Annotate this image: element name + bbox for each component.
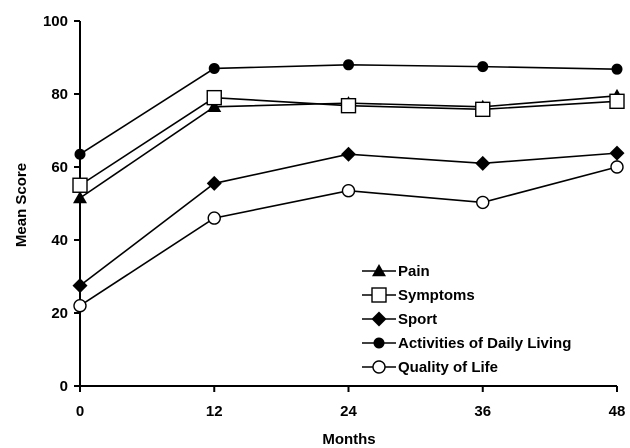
series-sport <box>72 145 625 294</box>
x-tick-label-1: 12 <box>206 403 223 420</box>
point-activities-of-daily-living-48 <box>611 63 623 75</box>
point-pain-12 <box>207 99 222 113</box>
legend-marker-activities-of-daily-living <box>373 337 385 349</box>
series-lines <box>72 59 625 313</box>
point-quality-of-life-24 <box>341 184 356 198</box>
y-tick-label-1: 20 <box>51 305 68 322</box>
point-activities-of-daily-living-24 <box>343 59 354 71</box>
x-tick-label-3: 36 <box>474 403 491 420</box>
x-tick-label-2: 24 <box>340 403 357 420</box>
series-line-sport <box>79 152 618 287</box>
point-quality-of-life-48 <box>610 160 624 174</box>
series-quality-of-life <box>73 160 624 313</box>
point-sport-36 <box>475 155 491 171</box>
point-sport-0 <box>72 278 88 294</box>
series-activities-of-daily-living <box>74 59 623 160</box>
point-activities-of-daily-living-12 <box>208 62 220 74</box>
legend: Pain Symptoms Sport Activities of Daily Liv… <box>362 263 571 376</box>
legend-marker-pain <box>372 264 386 277</box>
point-sport-48 <box>609 145 625 161</box>
point-sport-12 <box>206 175 222 191</box>
point-symptoms-36 <box>475 101 491 118</box>
legend-item-pain: Pain <box>362 263 430 280</box>
legend-item-quality-of-life: Quality of Life <box>362 359 498 376</box>
y-axis-title: Mean Score <box>13 163 30 247</box>
x-axis-title: Months <box>322 431 375 448</box>
legend-label-activities-of-daily-living: Activities of Daily Living <box>398 335 571 352</box>
legend-marker-quality-of-life <box>372 360 386 374</box>
axes: 0 20 40 60 80 100 0 12 24 36 48 <box>43 13 625 420</box>
y-tick-label-5: 100 <box>43 13 68 30</box>
point-quality-of-life-36 <box>476 195 490 210</box>
y-tick-label-4: 80 <box>51 86 68 103</box>
legend-item-symptoms: Symptoms <box>362 287 475 304</box>
x-tick-label-4: 48 <box>609 403 626 420</box>
point-symptoms-24 <box>340 97 357 114</box>
legend-marker-symptoms <box>371 287 387 303</box>
legend-item-activities-of-daily-living: Activities of Daily Living <box>362 335 571 352</box>
legend-item-sport: Sport <box>362 311 437 328</box>
legend-marker-sport <box>371 311 387 327</box>
legend-label-quality-of-life: Quality of Life <box>398 359 498 376</box>
y-tick-label-0: 0 <box>60 378 68 395</box>
point-symptoms-0 <box>72 177 88 193</box>
y-tick-label-2: 40 <box>51 232 68 249</box>
legend-label-pain: Pain <box>398 263 430 280</box>
point-quality-of-life-12 <box>207 211 221 225</box>
x-tick-label-0: 0 <box>76 403 84 420</box>
point-pain-0 <box>73 191 87 204</box>
legend-label-symptoms: Symptoms <box>398 287 475 304</box>
series-symptoms <box>72 89 625 193</box>
legend-label-sport: Sport <box>398 311 437 328</box>
y-tick-label-3: 60 <box>51 159 68 176</box>
point-symptoms-12 <box>206 89 222 106</box>
point-symptoms-48 <box>609 93 625 110</box>
point-sport-24 <box>341 146 356 162</box>
point-quality-of-life-0 <box>73 299 87 313</box>
point-activities-of-daily-living-0 <box>74 148 86 160</box>
point-activities-of-daily-living-36 <box>477 61 489 73</box>
